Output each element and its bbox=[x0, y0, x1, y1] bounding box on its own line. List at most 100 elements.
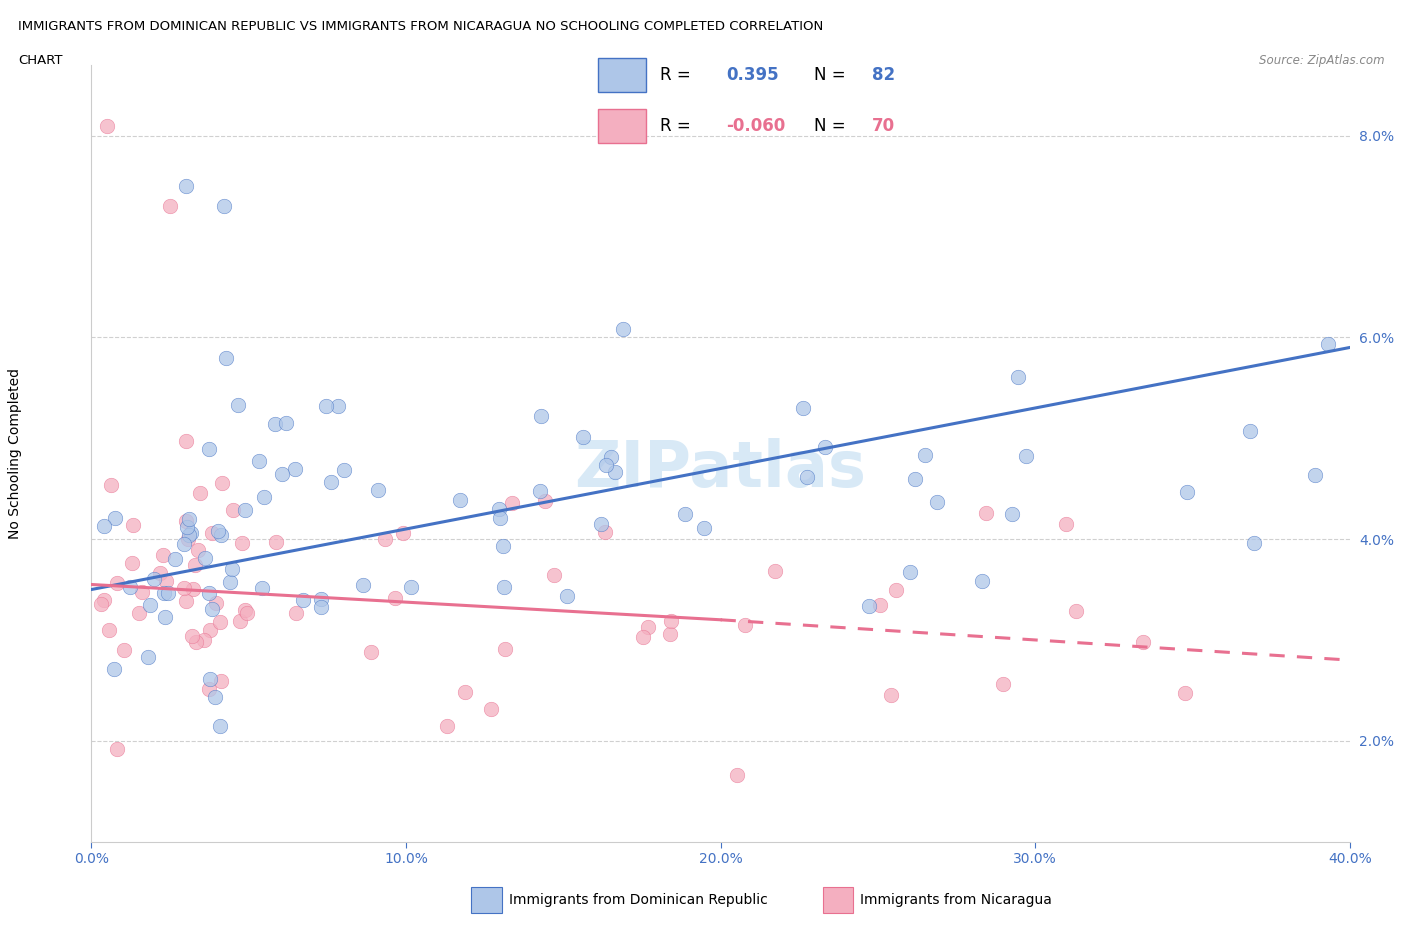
Point bbox=[593, 525, 616, 539]
Point bbox=[603, 465, 626, 480]
Point bbox=[112, 643, 135, 658]
Point bbox=[1001, 507, 1024, 522]
Point bbox=[658, 626, 681, 641]
Point bbox=[479, 701, 502, 716]
Point bbox=[204, 596, 226, 611]
Point bbox=[250, 580, 273, 595]
Point bbox=[218, 575, 240, 590]
Point bbox=[152, 548, 174, 563]
Point bbox=[174, 179, 197, 193]
Point bbox=[869, 598, 891, 613]
Point bbox=[491, 538, 513, 553]
Point bbox=[599, 449, 621, 464]
Point bbox=[637, 619, 659, 634]
Point bbox=[631, 630, 654, 644]
Point bbox=[284, 605, 307, 620]
Point bbox=[184, 634, 207, 649]
Point bbox=[792, 400, 814, 415]
Point bbox=[200, 622, 222, 637]
Point bbox=[1174, 686, 1197, 701]
Text: IMMIGRANTS FROM DOMINICAN REPUBLIC VS IMMIGRANTS FROM NICARAGUA NO SCHOOLING COM: IMMIGRANTS FROM DOMINICAN REPUBLIC VS IM… bbox=[18, 20, 824, 33]
Point bbox=[209, 719, 232, 734]
Point bbox=[1054, 516, 1077, 531]
Point bbox=[253, 489, 276, 504]
Point bbox=[858, 599, 880, 614]
Point bbox=[1303, 468, 1326, 483]
Point bbox=[93, 519, 115, 534]
Point bbox=[155, 573, 177, 588]
Point bbox=[1175, 485, 1198, 499]
Point bbox=[204, 689, 226, 704]
Text: -0.060: -0.060 bbox=[725, 116, 786, 135]
Point bbox=[198, 586, 221, 601]
Point bbox=[121, 518, 143, 533]
Point bbox=[494, 579, 516, 594]
Point bbox=[231, 536, 253, 551]
Point bbox=[814, 440, 837, 455]
Point bbox=[292, 593, 315, 608]
Point bbox=[319, 474, 342, 489]
Point bbox=[925, 494, 948, 509]
Point bbox=[796, 470, 818, 485]
Point bbox=[374, 532, 396, 547]
Point bbox=[180, 628, 202, 643]
Point bbox=[453, 684, 475, 699]
Text: 0.395: 0.395 bbox=[725, 66, 779, 85]
Point bbox=[360, 644, 382, 659]
Text: Immigrants from Dominican Republic: Immigrants from Dominican Republic bbox=[509, 893, 768, 908]
Point bbox=[236, 605, 259, 620]
Point bbox=[529, 484, 551, 498]
Point bbox=[612, 321, 634, 336]
Point bbox=[149, 565, 172, 580]
Point bbox=[332, 462, 354, 477]
Point bbox=[157, 585, 180, 600]
Point bbox=[100, 478, 122, 493]
Point bbox=[200, 671, 222, 686]
Point bbox=[105, 741, 128, 756]
Point bbox=[226, 398, 249, 413]
Point bbox=[193, 633, 215, 648]
Point bbox=[763, 564, 786, 578]
Point bbox=[207, 524, 229, 538]
Point bbox=[197, 442, 219, 457]
Point bbox=[571, 430, 593, 445]
Point bbox=[97, 622, 120, 637]
Point bbox=[392, 526, 415, 541]
Text: Source: ZipAtlas.com: Source: ZipAtlas.com bbox=[1260, 54, 1385, 67]
Point bbox=[212, 199, 235, 214]
Point bbox=[884, 582, 907, 597]
Text: N =: N = bbox=[814, 66, 851, 85]
Point bbox=[215, 351, 238, 365]
Point bbox=[152, 586, 174, 601]
Point bbox=[659, 614, 682, 629]
Point bbox=[181, 581, 204, 596]
Point bbox=[194, 551, 217, 565]
Point bbox=[1007, 370, 1029, 385]
Point bbox=[734, 618, 756, 632]
Y-axis label: No Schooling Completed: No Schooling Completed bbox=[8, 368, 22, 538]
FancyBboxPatch shape bbox=[598, 59, 645, 92]
Text: 70: 70 bbox=[872, 116, 896, 135]
Point bbox=[898, 565, 921, 579]
Point bbox=[105, 576, 128, 591]
Point bbox=[229, 613, 252, 628]
Point bbox=[880, 687, 903, 702]
Point bbox=[93, 592, 115, 607]
Point bbox=[188, 485, 211, 500]
Point bbox=[174, 433, 197, 448]
Point bbox=[176, 513, 198, 528]
Point bbox=[315, 398, 337, 413]
Point bbox=[176, 532, 198, 547]
Point bbox=[163, 551, 186, 566]
Point bbox=[173, 537, 195, 551]
Point bbox=[589, 517, 612, 532]
Point bbox=[1064, 604, 1087, 618]
Point bbox=[488, 511, 510, 525]
Point bbox=[543, 567, 565, 582]
Point bbox=[501, 496, 523, 511]
Point bbox=[449, 492, 471, 507]
Point bbox=[201, 525, 224, 540]
Point bbox=[914, 447, 936, 462]
Point bbox=[494, 642, 516, 657]
Point bbox=[139, 598, 162, 613]
